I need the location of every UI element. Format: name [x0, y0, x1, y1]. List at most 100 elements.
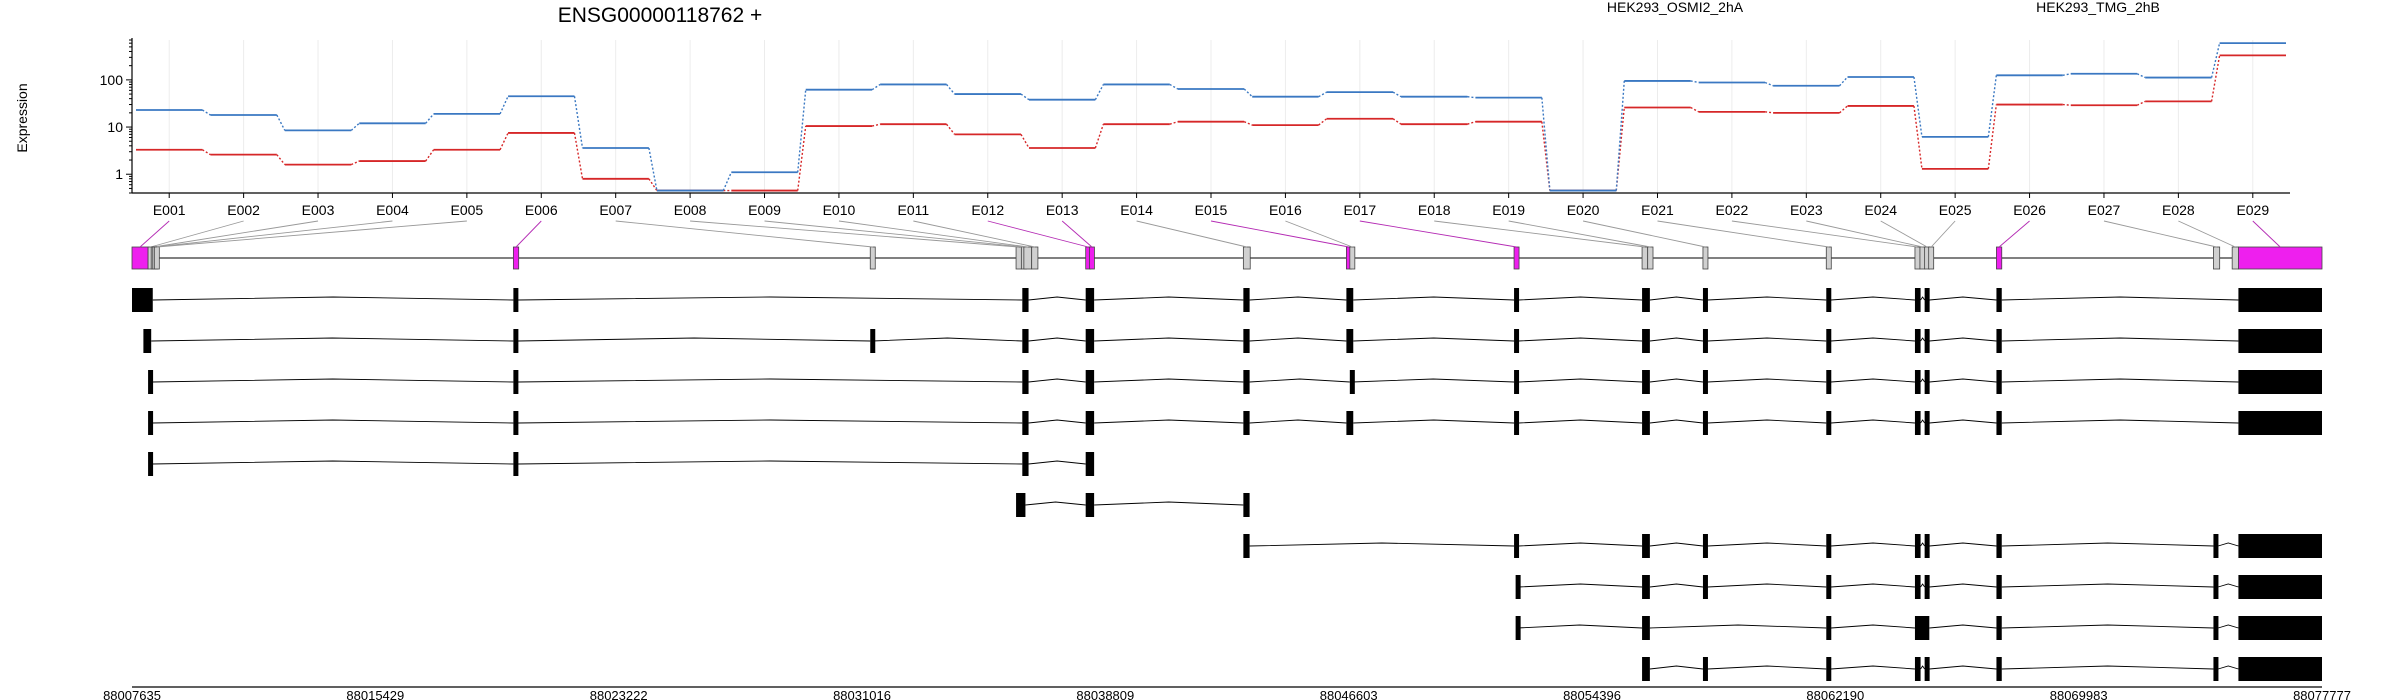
- transcript-exon: [1924, 288, 1930, 312]
- transcript-intron: [1707, 542, 1827, 547]
- x-tick-label: E027: [2088, 202, 2121, 218]
- transcript-intron: [1929, 665, 1997, 670]
- transcript-exon: [1642, 657, 1650, 681]
- transcript-exon: [1924, 370, 1930, 394]
- exon-link-line: [1359, 220, 1517, 248]
- gene-model-exon: [131, 246, 149, 270]
- exon-link-line: [2178, 220, 2236, 248]
- series-connector: [946, 123, 956, 135]
- transcript-exon: [1914, 370, 1921, 394]
- transcript-exon: [1924, 534, 1930, 558]
- transcript-exon: [1996, 288, 2002, 312]
- transcript-exon: [1022, 329, 1029, 353]
- transcript-intron: [1830, 665, 1915, 670]
- x-tick-label: E020: [1567, 202, 1600, 218]
- transcript-intron: [1929, 378, 1997, 383]
- exon-link-line: [515, 220, 542, 248]
- transcript-exon: [2238, 370, 2322, 394]
- transcript-exon: [1702, 329, 1708, 353]
- gene-model-exon: [1702, 246, 1709, 270]
- transcript-intron: [1649, 583, 1704, 588]
- transcript-exon: [513, 452, 519, 476]
- gene-model-exon: [1647, 246, 1654, 270]
- gene-model-exon: [1996, 246, 2003, 270]
- transcript-exon: [2238, 657, 2322, 681]
- transcript-exon: [1642, 616, 1650, 640]
- series-connector: [1987, 104, 1998, 169]
- x-tick-label: E011: [898, 202, 930, 218]
- plot-area: 1 10 100 E001 E002 E003 E004 E005 E006 E007 E008 E0…: [100, 38, 2351, 700]
- transcript-intron: [518, 378, 1023, 383]
- series-connector: [1615, 80, 1625, 191]
- transcript-exon: [1243, 329, 1250, 353]
- transcript-intron: [152, 460, 514, 465]
- series-connector: [1169, 83, 1179, 90]
- transcript-intron: [1028, 337, 1086, 342]
- transcript-intron: [2217, 665, 2239, 670]
- series-connector: [648, 147, 658, 191]
- transcript-intron: [1929, 419, 1997, 424]
- transcript-intron: [1094, 419, 1244, 424]
- transcript-intron: [1920, 665, 1926, 670]
- transcript-track: [1016, 493, 1250, 517]
- transcript-intron: [1518, 542, 1643, 547]
- genomic-tick-label: 88007635: [103, 688, 161, 700]
- transcript-exon: [2238, 329, 2322, 353]
- x-tick-label: E023: [1790, 202, 1823, 218]
- transcript-exon: [1346, 411, 1354, 435]
- transcript-exon: [1022, 288, 1029, 312]
- transcript-intron: [1707, 378, 1827, 383]
- exon-link-line: [987, 220, 1089, 248]
- genomic-tick-label: 88054396: [1563, 688, 1621, 700]
- gene-model-exon: [2231, 246, 2239, 270]
- x-tick-label: E006: [525, 202, 558, 218]
- series-connector: [1020, 134, 1030, 149]
- transcript-intron: [1707, 665, 1827, 670]
- transcript-intron: [1649, 378, 1704, 383]
- transcript-intron: [2217, 583, 2239, 588]
- series-connector: [1243, 88, 1253, 98]
- transcript-track: [143, 329, 2322, 353]
- transcript-exon: [513, 329, 519, 353]
- series-connector: [2210, 42, 2221, 78]
- series-connector: [1541, 97, 1551, 191]
- transcript-exon: [1085, 493, 1095, 517]
- series-connector: [722, 171, 732, 191]
- exon-link-line: [150, 220, 244, 248]
- transcript-exon: [148, 452, 154, 476]
- series-connector: [2062, 73, 2071, 76]
- transcript-intron: [1094, 296, 1244, 301]
- transcript-exon: [2213, 575, 2219, 599]
- transcript-intron: [1518, 337, 1643, 342]
- x-tick-label: E003: [302, 202, 335, 218]
- series-connector: [1318, 91, 1327, 98]
- transcript-track: [1243, 534, 2322, 558]
- x-tick-label: E021: [1641, 202, 1674, 218]
- transcript-intron: [2001, 665, 2214, 670]
- gene-model-exon: [1031, 246, 1039, 270]
- transcript-intron: [1028, 419, 1086, 424]
- transcript-intron: [1518, 419, 1643, 424]
- x-tick-label: E009: [748, 202, 781, 218]
- transcript-intron: [1649, 337, 1704, 342]
- transcript-exon: [1996, 411, 2002, 435]
- transcript-exon: [2213, 534, 2219, 558]
- series-connector: [1764, 81, 1774, 87]
- series-connector: [1913, 105, 1923, 169]
- transcript-intron: [1352, 378, 1515, 383]
- transcript-intron: [1929, 583, 1997, 588]
- transcript-intron: [1518, 296, 1643, 301]
- gene-model-exon: [1015, 246, 1022, 270]
- x-tick-label: E026: [2013, 202, 2046, 218]
- series-connector: [350, 122, 360, 131]
- transcript-exon: [1914, 329, 1921, 353]
- series-connector: [2136, 100, 2146, 106]
- transcript-intron: [1929, 624, 1997, 629]
- gene-model-exon: [1928, 246, 1935, 270]
- exon-link-line: [1285, 220, 1353, 248]
- transcript-intron: [2001, 296, 2239, 301]
- transcript-exon: [1514, 534, 1520, 558]
- transcript-exon: [2238, 534, 2322, 558]
- transcript-intron: [2001, 542, 2214, 547]
- gene-model-exon: [1513, 246, 1520, 270]
